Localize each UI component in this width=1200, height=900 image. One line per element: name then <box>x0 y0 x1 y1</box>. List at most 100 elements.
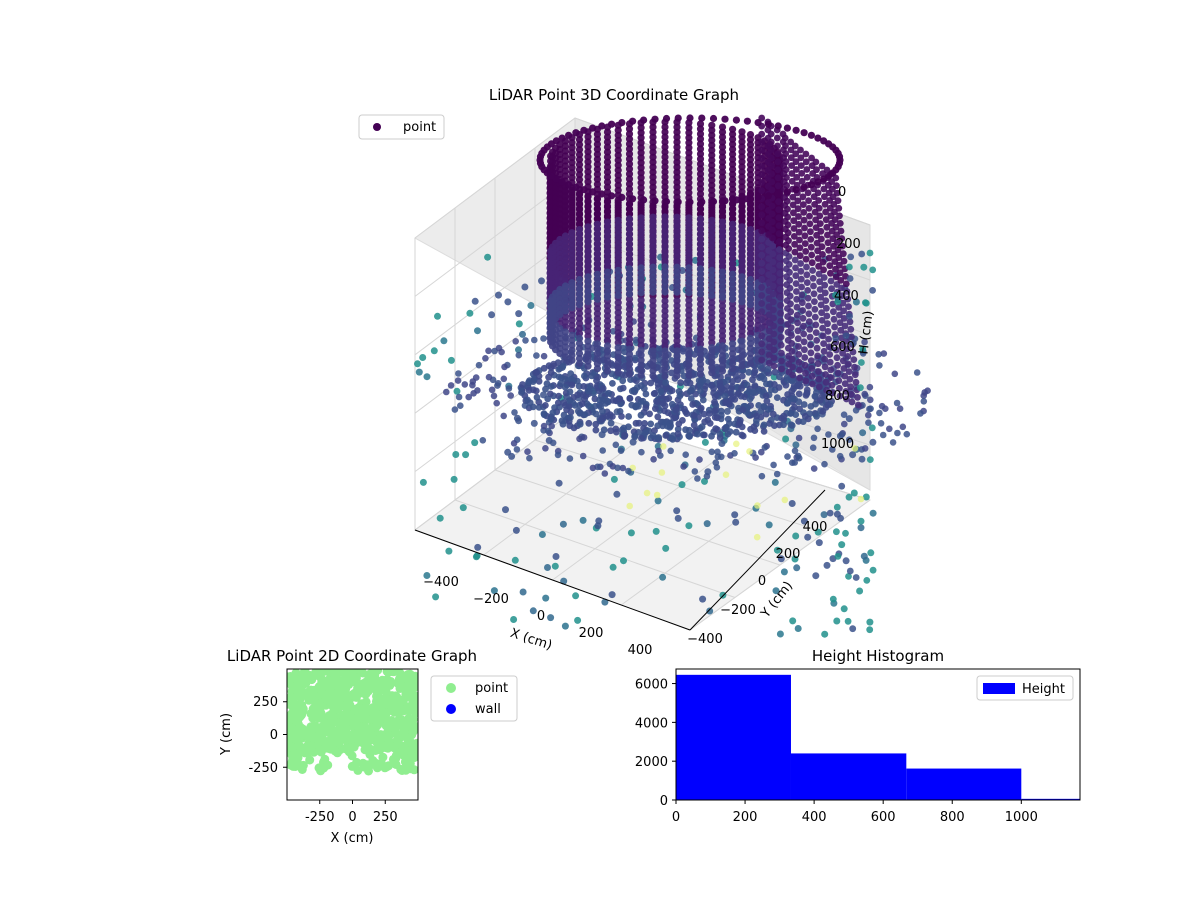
data-point <box>581 411 589 418</box>
data-point <box>738 278 746 286</box>
data-point <box>625 145 634 153</box>
data-point <box>826 358 834 366</box>
data-point <box>593 355 602 363</box>
data-point <box>811 305 819 313</box>
data-point <box>584 198 592 206</box>
data-point <box>718 357 727 365</box>
data-point <box>547 614 555 622</box>
data-point <box>782 435 790 443</box>
data-point <box>575 276 584 284</box>
data-point <box>708 432 715 440</box>
data-point <box>584 327 592 335</box>
data-point <box>729 378 736 385</box>
data-point <box>568 229 576 237</box>
data-point <box>575 231 584 239</box>
data-point <box>696 250 705 258</box>
y-tick: −200 <box>720 603 756 618</box>
data-point <box>791 256 799 264</box>
data-point <box>729 220 737 228</box>
data-point <box>786 276 794 284</box>
data-point <box>852 574 860 581</box>
data-point <box>758 356 766 364</box>
data-point <box>685 204 693 212</box>
data-point <box>561 207 570 215</box>
point-2d <box>328 669 338 678</box>
data-point <box>561 237 570 245</box>
data-point <box>603 198 612 206</box>
data-point <box>808 372 816 380</box>
data-point <box>515 346 522 354</box>
data-point <box>649 337 657 345</box>
data-point <box>637 234 645 242</box>
data-point <box>584 273 592 281</box>
data-point <box>661 143 669 151</box>
data-point <box>769 282 777 290</box>
data-point <box>568 264 576 272</box>
data-point <box>752 454 759 461</box>
data-point <box>791 403 798 411</box>
data-point <box>504 298 512 306</box>
data-point <box>819 258 827 266</box>
data-point <box>745 388 753 395</box>
legend-marker-point <box>446 683 456 693</box>
data-point <box>649 228 657 236</box>
data-point <box>696 320 705 328</box>
point-2d <box>399 706 409 716</box>
data-point <box>471 297 479 305</box>
data-point <box>618 119 626 127</box>
data-point <box>797 260 804 267</box>
data-point <box>729 295 737 303</box>
data-point <box>718 218 727 226</box>
data-point <box>778 357 785 365</box>
data-point <box>746 339 755 347</box>
data-point <box>869 266 877 274</box>
data-point <box>556 155 564 164</box>
data-point <box>842 557 850 565</box>
y-tick-2d: 250 <box>253 695 278 710</box>
data-point <box>580 434 588 441</box>
data-point <box>842 388 850 395</box>
data-point <box>635 419 643 427</box>
data-point <box>850 339 857 347</box>
data-point <box>625 220 634 228</box>
data-point <box>423 572 431 579</box>
data-point <box>803 173 811 181</box>
data-point <box>721 115 729 123</box>
data-point <box>686 114 694 122</box>
data-point <box>445 547 453 555</box>
data-point <box>721 392 729 400</box>
data-point <box>708 364 716 372</box>
data-point <box>765 406 772 413</box>
data-point <box>625 140 634 148</box>
data-point <box>637 331 645 339</box>
data-point <box>792 264 799 272</box>
data-point <box>753 412 760 420</box>
data-point <box>834 369 842 377</box>
data-point <box>738 143 746 151</box>
data-point <box>729 355 737 363</box>
data-point <box>561 292 570 300</box>
data-point <box>584 278 592 286</box>
data-point <box>556 270 564 279</box>
y-tick-label: 0 <box>660 794 668 809</box>
data-point <box>771 368 779 376</box>
data-point <box>603 248 612 256</box>
data-point <box>736 419 744 426</box>
data-point <box>603 342 612 350</box>
data-point <box>834 197 842 205</box>
data-point <box>714 453 722 461</box>
data-point <box>758 219 766 227</box>
data-point <box>568 336 576 344</box>
data-point <box>787 324 795 331</box>
data-point <box>733 440 740 448</box>
data-point <box>845 368 853 375</box>
data-point <box>708 291 716 299</box>
data-point <box>575 136 584 144</box>
data-point <box>846 318 854 326</box>
data-point <box>729 255 737 263</box>
data-point <box>620 557 627 565</box>
data-point <box>443 388 450 396</box>
data-point <box>651 115 659 123</box>
data-point <box>515 351 523 359</box>
data-point <box>561 227 570 235</box>
